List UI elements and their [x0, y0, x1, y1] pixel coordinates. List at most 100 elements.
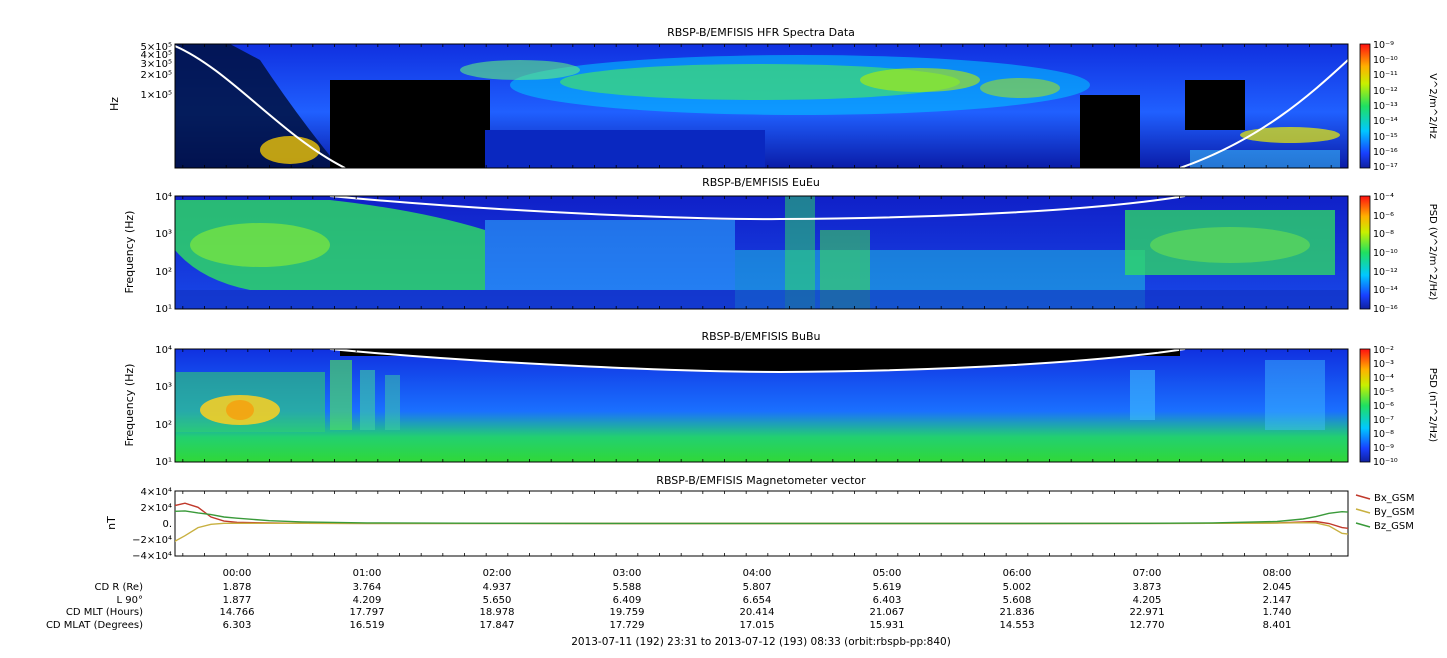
ephemeris-value: 5.002: [1003, 582, 1032, 593]
hfr-panel: RBSP-B/EMFISIS HFR Spectra Data Hz 5×10⁵…: [108, 26, 1438, 173]
ephemeris-value: 6.303: [223, 620, 252, 631]
bubu-cbar-tick: 10⁻⁶: [1373, 401, 1394, 412]
ephemeris-value: 21.836: [1000, 607, 1035, 618]
ephemeris-value: 15.931: [870, 620, 905, 631]
legend-label-bx: Bx_GSM: [1374, 493, 1415, 504]
ephemeris-value: 12.770: [1130, 620, 1165, 631]
ephemeris-value: 20.414: [740, 607, 775, 618]
hfr-colorbar: [1359, 43, 1371, 169]
ephemeris-value: 5.588: [613, 582, 642, 593]
mag-panel: RBSP-B/EMFISIS Magnetometer vector nT 4×…: [105, 474, 1415, 562]
hfr-yticks: 5×10⁵ 4×10⁵ 3×10⁵ 2×10⁵ 1×10⁵: [141, 42, 172, 101]
eueu-cbar-tick: 10⁻⁸: [1373, 229, 1394, 240]
legend-swatch-by: [1355, 508, 1371, 514]
time-label: 04:00: [743, 568, 772, 579]
eueu-cbar-tick: 10⁻¹⁶: [1373, 304, 1398, 315]
time-label: 00:00: [223, 568, 252, 579]
eueu-ytick: 10¹: [155, 304, 172, 315]
hfr-cbar-tick: 10⁻¹³: [1373, 101, 1398, 112]
mag-ytick: 2×10⁴: [141, 503, 172, 514]
bubu-spectrogram: [175, 349, 1348, 462]
bubu-cbar-tick: 10⁻⁷: [1373, 415, 1394, 426]
mag-yticks: 4×10⁴ 2×10⁴ 0. −2×10⁴ −4×10⁴: [132, 487, 172, 562]
bubu-cbar-tick: 10⁻⁹: [1373, 443, 1394, 454]
ephemeris-value: 5.807: [743, 582, 772, 593]
ephemeris-value: 5.608: [1003, 595, 1032, 606]
ephemeris-value: 6.403: [873, 595, 902, 606]
ephemeris-value: 6.409: [613, 595, 642, 606]
ephem-label-mlat: CD MLAT (Degrees): [46, 620, 143, 631]
eueu-colorbar-ticks: 10⁻⁴ 10⁻⁶ 10⁻⁸ 10⁻¹⁰ 10⁻¹² 10⁻¹⁴ 10⁻¹⁶: [1373, 192, 1398, 315]
ephemeris-table: CD R (Re) L 90° CD MLT (Hours) CD MLAT (…: [46, 582, 1291, 631]
legend-swatch-bx: [1355, 494, 1371, 500]
eueu-panel: RBSP-B/EMFISIS EuEu Frequency (Hz) 10⁴ 1…: [123, 176, 1438, 315]
time-tick-marks: [182, 44, 1332, 556]
legend-label-by: By_GSM: [1374, 507, 1415, 518]
ephemeris-value: 2.147: [1263, 595, 1292, 606]
eueu-cbar-tick: 10⁻¹⁰: [1373, 248, 1398, 259]
ephemeris-value: 5.619: [873, 582, 902, 593]
bubu-ytick: 10²: [155, 420, 172, 431]
hfr-cbar-tick: 10⁻¹⁴: [1373, 116, 1398, 127]
hfr-title: RBSP-B/EMFISIS HFR Spectra Data: [667, 26, 855, 39]
bubu-yticks: 10⁴ 10³ 10² 10¹: [155, 345, 172, 468]
ephem-label-mlt: CD MLT (Hours): [66, 607, 143, 618]
eueu-ytick: 10²: [155, 267, 172, 278]
bubu-colorbar: [1359, 348, 1371, 463]
ephemeris-value: 1.877: [223, 595, 252, 606]
time-label: 02:00: [483, 568, 512, 579]
ephemeris-value: 17.847: [480, 620, 515, 631]
legend-label-bz: Bz_GSM: [1374, 521, 1414, 532]
ephem-label-r: CD R (Re): [95, 582, 144, 593]
ephemeris-value: 17.729: [610, 620, 645, 631]
ephemeris-value: 16.519: [350, 620, 385, 631]
bubu-ytick: 10¹: [155, 457, 172, 468]
ephemeris-values: 1.878 3.764 4.937 5.588 5.807 5.619 5.002 3.873…: [220, 582, 1292, 631]
ephemeris-value: 21.067: [870, 607, 905, 618]
mag-ytick: 4×10⁴: [141, 487, 172, 498]
hfr-ytick: 2×10⁵: [141, 70, 172, 81]
ephemeris-value: 17.797: [350, 607, 385, 618]
bubu-cbar-tick: 10⁻¹⁰: [1373, 457, 1398, 468]
hfr-cbar-tick: 10⁻¹⁷: [1373, 162, 1398, 173]
mag-ytick: −4×10⁴: [132, 551, 172, 562]
bubu-cbar-tick: 10⁻²: [1373, 345, 1394, 356]
bubu-cbar-tick: 10⁻³: [1373, 359, 1394, 370]
eueu-colorbar: [1359, 195, 1371, 310]
hfr-cbar-tick: 10⁻¹²: [1373, 86, 1398, 97]
ephemeris-value: 1.740: [1263, 607, 1292, 618]
time-axis-labels: 00:00 01:00 02:00 03:00 04:00 05:00 06:0…: [223, 568, 1292, 579]
time-range-footer: 2013-07-11 (192) 23:31 to 2013-07-12 (19…: [571, 636, 951, 648]
bubu-panel: RBSP-B/EMFISIS BuBu Frequency (Hz) 10⁴ 1…: [123, 330, 1438, 468]
ephemeris-value: 1.878: [223, 582, 252, 593]
time-label: 05:00: [873, 568, 902, 579]
bubu-title: RBSP-B/EMFISIS BuBu: [702, 330, 821, 343]
hfr-ytick: 3×10⁵: [141, 59, 172, 70]
bubu-cbar-tick: 10⁻⁸: [1373, 429, 1394, 440]
time-label: 08:00: [1263, 568, 1292, 579]
ephemeris-value: 6.654: [743, 595, 772, 606]
hfr-cbar-tick: 10⁻¹⁶: [1373, 147, 1398, 158]
hfr-cbar-tick: 10⁻¹⁵: [1373, 132, 1398, 143]
bubu-cbar-tick: 10⁻⁵: [1373, 387, 1394, 398]
ephemeris-value: 4.205: [1133, 595, 1162, 606]
eueu-cbar-tick: 10⁻¹⁴: [1373, 285, 1398, 296]
ephemeris-value: 2.045: [1263, 582, 1292, 593]
hfr-cbar-tick: 10⁻⁹: [1373, 40, 1394, 51]
eueu-colorbar-label: PSD (V^2/m^2/Hz): [1427, 204, 1438, 301]
mag-ylabel: nT: [105, 516, 118, 530]
eueu-cbar-tick: 10⁻⁴: [1373, 192, 1394, 203]
eueu-cbar-tick: 10⁻⁶: [1373, 211, 1394, 222]
hfr-colorbar-label: V^2/m^2/Hz: [1427, 73, 1438, 139]
hfr-ylabel: Hz: [108, 97, 121, 111]
bubu-colorbar-ticks: 10⁻² 10⁻³ 10⁻⁴ 10⁻⁵ 10⁻⁶ 10⁻⁷ 10⁻⁸ 10⁻⁹ …: [1373, 345, 1398, 468]
mag-ytick: −2×10⁴: [132, 535, 172, 546]
ephemeris-value: 18.978: [480, 607, 515, 618]
ephemeris-value: 17.015: [740, 620, 775, 631]
mag-title: RBSP-B/EMFISIS Magnetometer vector: [656, 474, 866, 487]
ephem-label-l: L 90°: [117, 595, 143, 606]
mag-lines: [175, 502, 1348, 542]
ephemeris-value: 14.766: [220, 607, 255, 618]
ephemeris-labels: CD R (Re) L 90° CD MLT (Hours) CD MLAT (…: [46, 582, 143, 631]
